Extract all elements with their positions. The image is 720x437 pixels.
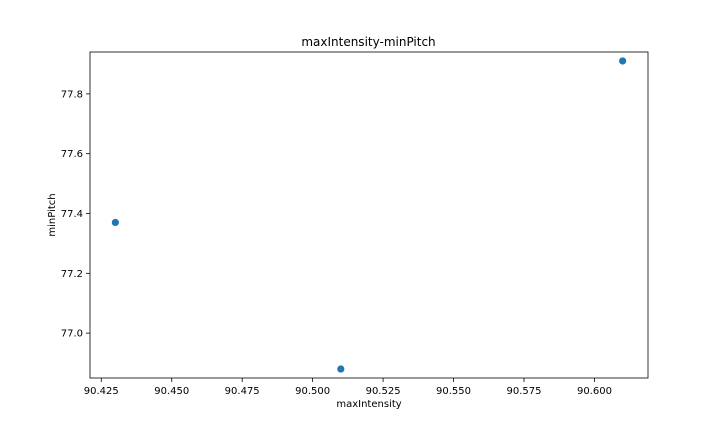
y-tick-label: 77.8 [61, 89, 83, 100]
x-axis-label: maxIntensity [336, 399, 401, 410]
x-tick-label: 90.575 [507, 386, 542, 397]
y-tick-label: 77.4 [61, 209, 83, 220]
x-tick-label: 90.550 [436, 386, 471, 397]
chart-title: maxIntensity-minPitch [301, 35, 435, 49]
data-point [111, 218, 119, 227]
x-tick-label: 90.600 [577, 386, 612, 397]
y-tick-label: 77.6 [61, 149, 83, 160]
y-axis-label: minPitch [47, 193, 58, 236]
x-axis-ticks: 90.425 90.450 90.475 90.500 90.525 90.550 90.5… [84, 378, 612, 397]
y-tick-label: 77.0 [61, 329, 83, 340]
data-point [337, 365, 345, 373]
x-tick-label: 90.450 [154, 386, 189, 397]
y-tick-label: 77.2 [61, 269, 83, 280]
data-point [619, 57, 627, 65]
x-tick-label: 90.525 [366, 386, 401, 397]
x-tick-label: 90.500 [295, 386, 330, 397]
x-tick-label: 90.475 [225, 386, 260, 397]
x-tick-label: 90.425 [84, 386, 119, 397]
y-axis-ticks: 77.0 77.2 77.4 77.6 77.8 [61, 89, 90, 340]
data-points [111, 57, 627, 373]
plot-frame [89, 51, 649, 379]
